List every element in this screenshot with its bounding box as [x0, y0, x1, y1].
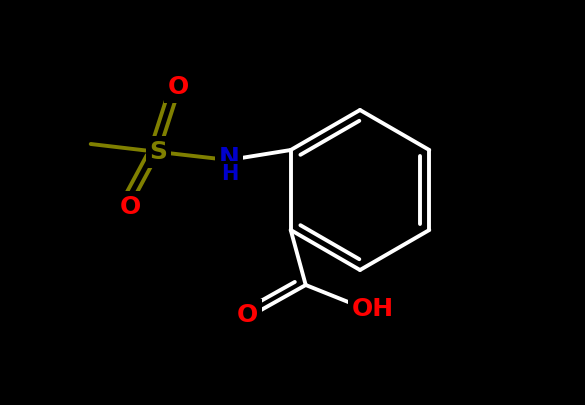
Text: O: O	[120, 195, 142, 219]
Text: O: O	[168, 75, 190, 99]
Text: H: H	[221, 164, 239, 184]
Text: N: N	[218, 146, 239, 170]
Text: O: O	[237, 303, 259, 327]
Text: OH: OH	[352, 297, 394, 321]
Text: S: S	[150, 140, 168, 164]
